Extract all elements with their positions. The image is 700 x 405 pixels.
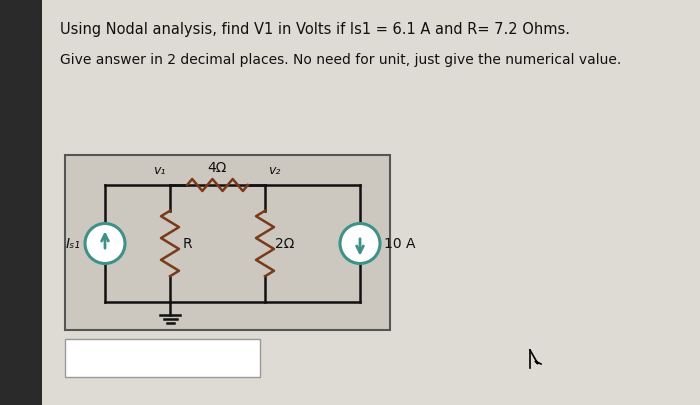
Circle shape <box>85 224 125 264</box>
Text: 10 A: 10 A <box>384 237 416 251</box>
Text: v₂: v₂ <box>268 164 281 177</box>
Bar <box>65 339 260 377</box>
Text: 2Ω: 2Ω <box>275 237 295 251</box>
Text: v₁: v₁ <box>153 164 165 177</box>
Bar <box>65 155 390 330</box>
Text: 4Ω: 4Ω <box>208 161 228 175</box>
Text: Iₛ₁: Iₛ₁ <box>66 237 81 251</box>
Text: Give answer in 2 decimal places. No need for unit, just give the numerical value: Give answer in 2 decimal places. No need… <box>60 53 622 67</box>
Circle shape <box>340 224 380 264</box>
Text: Using Nodal analysis, find V1 in Volts if Is1 = 6.1 A and R= 7.2 Ohms.: Using Nodal analysis, find V1 in Volts i… <box>60 22 570 37</box>
Text: R: R <box>183 237 193 251</box>
